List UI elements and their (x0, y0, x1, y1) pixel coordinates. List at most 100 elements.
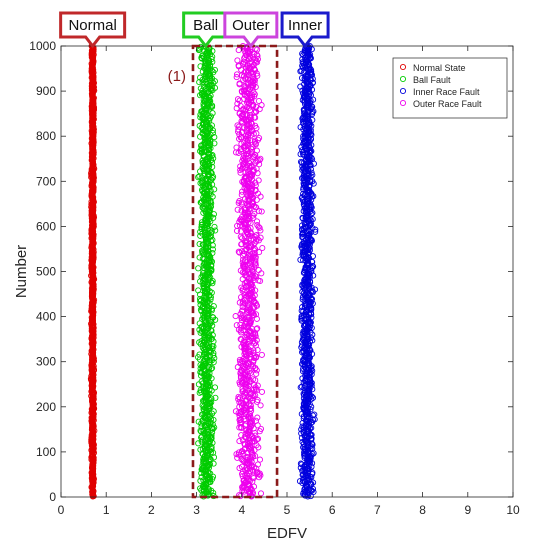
series-ball-fault (195, 42, 219, 500)
data-point (201, 335, 208, 342)
y-tick-label: 600 (36, 219, 56, 233)
data-point (233, 322, 240, 329)
data-point (247, 413, 254, 420)
data-point (252, 330, 259, 337)
y-axis-label: Number (13, 245, 30, 298)
callout-label: Ball (193, 17, 218, 34)
x-tick-label: 3 (193, 503, 200, 517)
data-point (211, 186, 218, 193)
data-point (232, 313, 239, 320)
data-point (238, 432, 245, 439)
data-point (254, 469, 261, 476)
data-point (239, 487, 246, 494)
data-point (211, 424, 218, 431)
data-point (253, 337, 260, 344)
data-point (243, 421, 250, 428)
data-point (241, 415, 248, 423)
data-point (208, 67, 215, 74)
y-tick-label: 100 (36, 445, 56, 459)
data-point (236, 356, 243, 363)
series-normal-state (87, 42, 98, 500)
legend-entry: Normal State (413, 63, 466, 73)
x-tick-label: 7 (374, 503, 381, 517)
data-point (207, 207, 214, 214)
data-point (253, 315, 260, 322)
data-point (198, 434, 205, 441)
y-tick-label: 400 (36, 310, 56, 324)
data-point (235, 449, 243, 456)
data-point (200, 267, 207, 274)
series-outer-race-fault (232, 42, 266, 500)
data-point (257, 402, 264, 409)
data-point (242, 333, 249, 340)
callout-label: Normal (68, 17, 116, 34)
data-point (196, 351, 203, 358)
data-point (257, 425, 265, 432)
data-point (211, 66, 218, 73)
x-tick-label: 9 (464, 503, 471, 517)
data-point (197, 477, 204, 484)
data-point (252, 417, 260, 424)
data-point (253, 442, 260, 449)
data-point (208, 228, 215, 235)
data-point (197, 85, 204, 92)
data-point (209, 429, 216, 436)
y-tick-label: 1000 (29, 39, 56, 53)
data-point (211, 223, 218, 230)
callout-label: Outer (232, 17, 270, 34)
data-point (238, 456, 245, 463)
x-tick-label: 10 (506, 503, 520, 517)
data-point (253, 326, 260, 333)
data-point (256, 456, 264, 463)
data-point (258, 351, 265, 358)
data-point (196, 240, 203, 248)
data-point (237, 419, 244, 427)
legend-entry: Ball Fault (413, 75, 451, 85)
x-tick-label: 5 (284, 503, 291, 517)
x-tick-label: 0 (58, 503, 65, 517)
points-layer (87, 42, 319, 500)
data-point (254, 382, 261, 389)
data-point (195, 174, 202, 181)
data-point (235, 396, 242, 403)
data-point (246, 368, 253, 375)
y-tick-label: 700 (36, 174, 56, 188)
data-point (210, 454, 218, 461)
x-tick-label: 8 (419, 503, 426, 517)
data-point (209, 152, 216, 159)
data-point (236, 299, 243, 306)
data-point (245, 302, 252, 309)
y-tick-label: 900 (36, 84, 56, 98)
y-tick-label: 500 (36, 265, 56, 279)
data-point (232, 408, 239, 415)
data-point (242, 356, 249, 363)
data-point (195, 418, 202, 425)
legend: Normal State Ball Fault Inner Race Fault Ou… (392, 57, 508, 119)
data-point (209, 364, 216, 372)
data-point (197, 74, 204, 81)
y-tick-label: 300 (36, 355, 56, 369)
data-point (254, 461, 261, 468)
data-point (212, 394, 219, 401)
x-tick-label: 4 (238, 503, 245, 517)
x-tick-label: 6 (329, 503, 336, 517)
y-tick-label: 0 (49, 490, 56, 504)
data-point (196, 254, 203, 261)
data-point (212, 227, 219, 234)
data-point (198, 273, 205, 280)
data-point (197, 427, 204, 434)
data-point (207, 113, 215, 120)
data-point (209, 249, 216, 257)
legend-entry: Inner Race Fault (413, 87, 480, 97)
data-point (236, 394, 244, 401)
data-point (197, 298, 204, 305)
data-point (238, 308, 245, 315)
data-point (241, 422, 249, 429)
data-point (238, 284, 245, 291)
data-point (195, 265, 202, 272)
data-point (250, 376, 257, 383)
data-point (254, 325, 261, 332)
legend-entry: Outer Race Fault (413, 99, 482, 109)
